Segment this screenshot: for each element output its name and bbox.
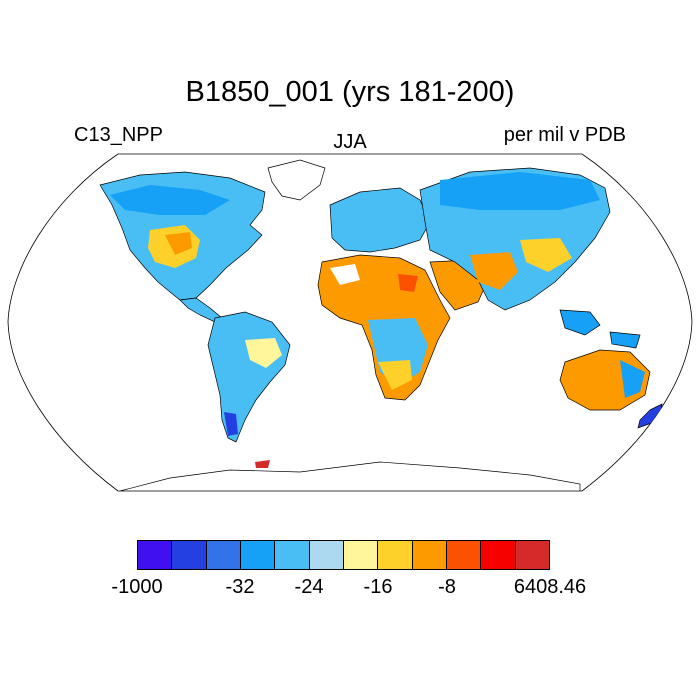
colorbar-swatch [446, 541, 482, 569]
colorbar-swatch [412, 541, 447, 569]
colorbar-swatch [240, 541, 276, 569]
sahara-nodata [330, 264, 360, 285]
colorbar-swatch [138, 541, 173, 569]
colorbar-swatch [275, 541, 310, 569]
antarctic-peninsula [255, 460, 270, 468]
colorbar-swatch [309, 541, 344, 569]
variable-label: C13_NPP [74, 124, 163, 146]
north-america-blue [110, 185, 230, 215]
colorbar-swatch [206, 541, 241, 569]
units-label: per mil v PDB [503, 124, 626, 146]
colorbar-tick-label: -24 [294, 576, 324, 598]
colorbar-tick-label: -32 [225, 576, 255, 598]
south-america-warm [245, 338, 282, 368]
colorbar-swatch [481, 541, 516, 569]
colorbar-tick-label: -16 [363, 576, 393, 598]
asia-north [440, 172, 600, 210]
map-title: B1850_001 (yrs 181-200) [185, 76, 515, 108]
north-america-orange [165, 232, 192, 255]
se-asia [559, 309, 601, 336]
new-zealand [637, 403, 663, 429]
colorbar-tick-label: -1000 [111, 576, 163, 598]
sahara-red [398, 274, 418, 292]
south-america-south [224, 412, 238, 436]
asia-east-warm [520, 238, 572, 272]
new-guinea [609, 331, 641, 349]
colorbar-swatch [515, 541, 549, 569]
greenland [267, 159, 326, 201]
asia-warm [470, 252, 518, 290]
colorbar-swatch [378, 541, 413, 569]
africa-south-warm [378, 360, 412, 390]
colorbar-tick-label: -8 [438, 576, 456, 598]
colorbar-swatch [343, 541, 379, 569]
australia-blue [620, 360, 645, 398]
antarctica [119, 461, 581, 491]
colorbar-swatch [172, 541, 207, 569]
season-label: JJA [333, 131, 367, 153]
colorbar-tick-label: 6408.46 [513, 576, 587, 598]
europe [329, 187, 431, 253]
colorbar [137, 540, 550, 570]
